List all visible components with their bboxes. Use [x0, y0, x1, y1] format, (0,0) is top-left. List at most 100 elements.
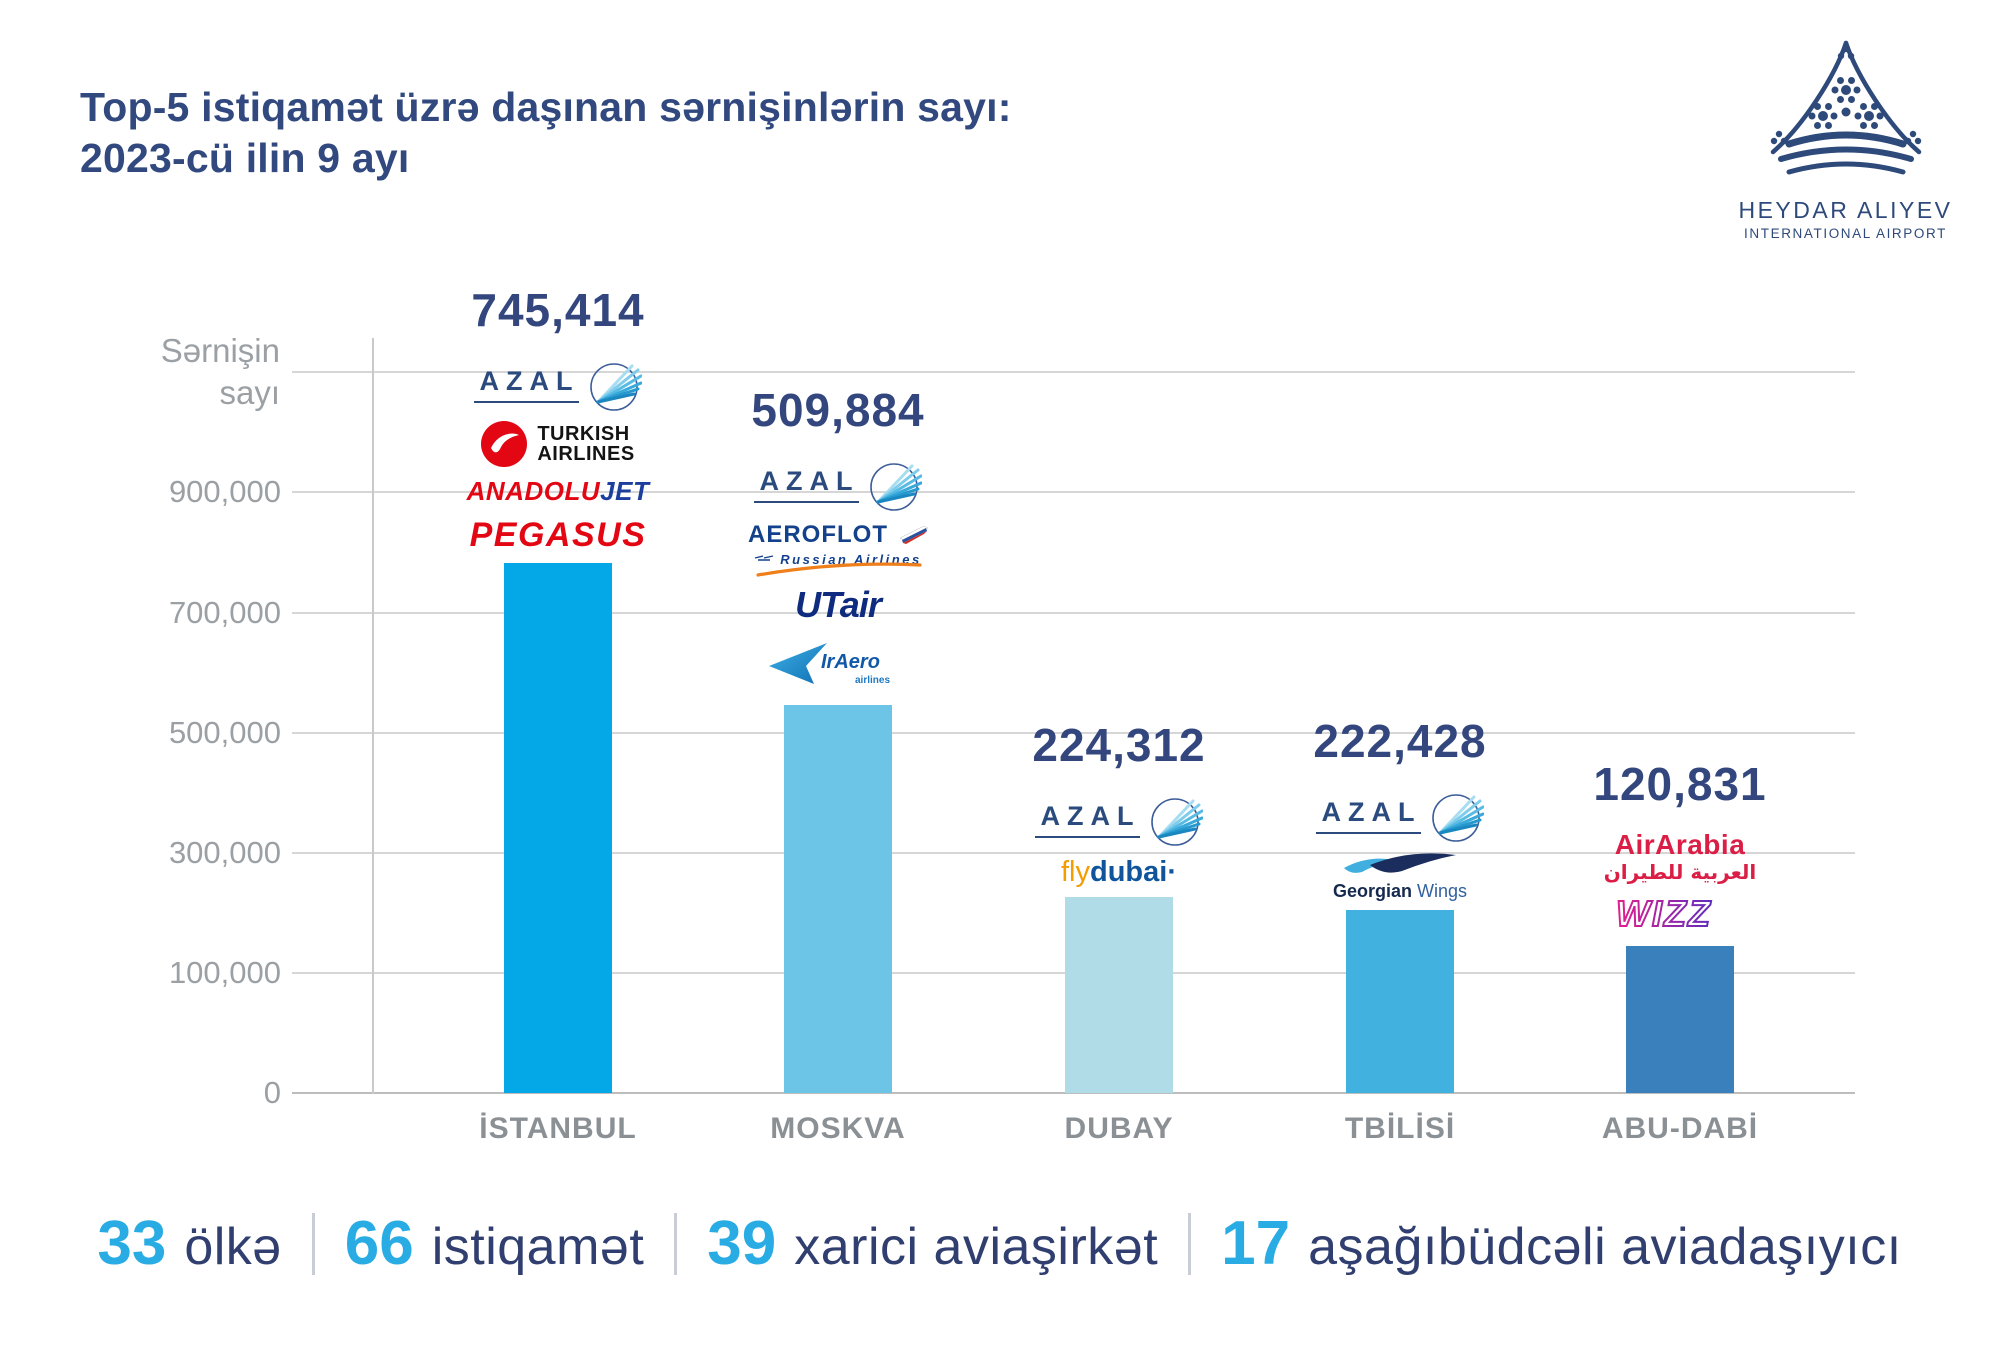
georgian-wings-wordmark: Georgian Wings: [1333, 881, 1467, 902]
aeroflot-wordmark: AEROFLOT: [748, 521, 888, 548]
value-label-dubay: 224,312: [1032, 719, 1206, 771]
value-label-istanbul: 745,414: [471, 284, 645, 336]
turkish-airlines-bird-icon: [481, 421, 528, 467]
airport-subtitle: INTERNATIONAL AIRPORT: [1744, 226, 1947, 241]
page-title-line1: Top-5 istiqamət üzrə daşınan sərnişinlər…: [80, 84, 1012, 131]
azal-wordmark: AZAL: [753, 466, 860, 503]
wings-word: Wings: [1417, 881, 1468, 901]
y-axis-line: [372, 338, 374, 1094]
iraero-ir: Ir: [821, 651, 835, 673]
wizz-air-logo: WIZZ: [1610, 892, 1750, 938]
azal-logo: AZAL: [473, 356, 643, 412]
turkish-line1: TURKISH: [537, 422, 630, 445]
ytick-700k: 700,000: [168, 595, 281, 630]
value-label-abu-dabi: 120,831: [1593, 758, 1767, 811]
utair-wordmark: UTair: [795, 584, 882, 625]
georgian-wings-icon: [1343, 853, 1456, 873]
ytick-300k: 300,000: [168, 835, 281, 870]
page-title: Top-5 istiqamət üzrə daşınan sərnişinlər…: [80, 82, 1012, 184]
iraero-subtitle: airlines: [855, 675, 891, 686]
airport-name: HEYDAR ALIYEV: [1738, 197, 1953, 223]
gridline-300k: [292, 852, 1855, 854]
stat-lowcost-carriers-label: aşağıbüdcəli aviadaşıyıcı: [1308, 1218, 1902, 1276]
city-label-abu-dabi: ABU-DABİ: [1601, 1112, 1759, 1145]
ytick-100k: 100,000: [168, 955, 281, 990]
stat-foreign-airlines: 39 xarici aviaşirkət: [707, 1208, 1158, 1279]
georgian-word: Georgian: [1332, 881, 1412, 901]
flydubai-logo: fly dubai·: [1061, 856, 1177, 889]
aeroflot-swoosh-icon: [756, 562, 922, 577]
turkish-airlines-logo: TURKISH AIRLINES: [481, 421, 634, 467]
air-arabia-wordmark: AirArabia: [1614, 829, 1746, 861]
bar-tbilisi: [1346, 910, 1454, 1093]
y-axis-label: Sərnişin sayı: [0, 330, 280, 414]
bar-istanbul: [504, 563, 612, 1093]
stat-lowcost-carriers-number: 17: [1221, 1209, 1291, 1278]
azal-wing-icon: [870, 463, 923, 511]
stat-separator: [311, 1212, 315, 1275]
gridline-700k: [292, 612, 1855, 614]
jet-wordmark: JET: [600, 476, 650, 506]
azal-logo: AZAL: [753, 456, 923, 512]
iraero-logo: IrAero airlines: [763, 635, 913, 697]
x-axis-baseline: [292, 1092, 1855, 1094]
ytick-0: 0: [263, 1075, 281, 1110]
flydubai-dubai: dubai·: [1090, 856, 1177, 888]
column-stack-moskva: 509,884 AZAL AEROFLOT: [678, 383, 998, 697]
gridline-500k: [292, 732, 1855, 734]
stat-countries-number: 33: [97, 1209, 167, 1278]
ytick-500k: 500,000: [168, 715, 281, 750]
stat-destinations: 66 istiqamət: [345, 1208, 645, 1279]
stat-separator: [674, 1212, 678, 1275]
y-axis-label-line2: sayı: [219, 374, 280, 412]
azal-wordmark: AZAL: [473, 366, 580, 403]
airport-logo: HEYDAR ALIYEV INTERNATIONAL AIRPORT: [1738, 38, 1953, 241]
wizz-wordmark-icon: WIZZ: [1615, 892, 1711, 935]
value-label-tbilisi: 222,428: [1313, 715, 1487, 767]
y-axis-label-line1: Sərnişin: [160, 332, 280, 369]
bar-dubay: [1065, 897, 1173, 1093]
aeroflot-logo: AEROFLOT Russian Airlines: [748, 521, 928, 577]
aeroflot-row: AEROFLOT: [748, 521, 928, 549]
azal-wordmark: AZAL: [1034, 801, 1141, 838]
page-title-line2: 2023-cü ilin 9 ayı: [80, 135, 410, 182]
column-stack-dubay: 224,312 AZAL fly dubai·: [959, 718, 1279, 889]
stat-countries: 33 ölkə: [97, 1208, 281, 1279]
anadolu-wordmark: ANADOLU: [466, 476, 601, 506]
column-stack-istanbul: 745,414 AZAL TURKISH: [398, 283, 718, 555]
azal-logo: AZAL: [1034, 791, 1204, 847]
stat-destinations-label: istiqamət: [431, 1218, 645, 1276]
georgian-wings-logo: Georgian Wings: [1333, 852, 1467, 902]
airport-emblem-icon: [1770, 40, 1921, 175]
gridline-1100k: [292, 371, 1855, 373]
stat-foreign-airlines-label: xarici aviaşirkət: [794, 1218, 1159, 1276]
turkish-line2: AIRLINES: [537, 443, 635, 465]
flydubai-fly: fly: [1061, 856, 1090, 888]
aeroflot-flag-icon: [899, 526, 928, 544]
city-label-istanbul: İSTANBUL: [479, 1112, 637, 1145]
pegasus-logo: PEGASUS: [470, 516, 647, 555]
bar-moskva: [784, 705, 892, 1093]
anadolujet-logo: ANADOLU JET: [467, 476, 650, 507]
turkish-airlines-wordmark: TURKISH AIRLINES: [537, 422, 635, 465]
ytick-900k: 900,000: [168, 474, 281, 509]
azal-wordmark: AZAL: [1315, 797, 1422, 834]
iraero-dart-icon: [769, 643, 827, 684]
iraero-wordmark: IrAero: [821, 651, 880, 674]
bar-abu-dabi: [1626, 946, 1734, 1093]
city-label-moskva: MOSKVA: [770, 1112, 906, 1145]
azal-wing-icon: [590, 363, 643, 411]
stat-foreign-airlines-number: 39: [707, 1209, 777, 1278]
utair-logo: UTair: [795, 584, 882, 626]
city-label-dubay: DUBAY: [1064, 1112, 1174, 1145]
azal-wing-icon: [1432, 794, 1485, 842]
pegasus-wordmark: PEGASUS: [469, 516, 647, 554]
stat-lowcost-carriers: 17 aşağıbüdcəli aviadaşıyıcı: [1221, 1208, 1901, 1279]
footer-stats: 33 ölkə 66 istiqamət 39 xarici aviaşirkə…: [0, 1208, 1999, 1279]
azal-logo: AZAL: [1315, 787, 1485, 843]
stat-countries-label: ölkə: [184, 1218, 282, 1276]
column-stack-abu-dabi: 120,831 AirArabia العربية للطيران WIZZ: [1520, 757, 1840, 938]
stat-separator: [1188, 1212, 1192, 1275]
city-label-tbilisi: TBİLİSİ: [1344, 1112, 1456, 1145]
